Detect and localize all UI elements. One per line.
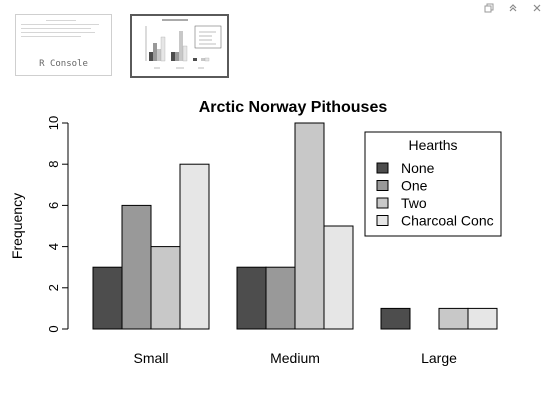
r-console-thumbnail[interactable]: R Console [15, 14, 112, 76]
y-tick-label: 0 [46, 325, 61, 332]
legend-title: Hearths [408, 137, 457, 153]
copy-icon[interactable] [483, 2, 495, 14]
y-axis-label: Frequency [9, 193, 25, 259]
legend-swatch [376, 180, 389, 191]
bar-small-none [92, 266, 123, 330]
bar-small-two [150, 246, 181, 330]
bar-medium-charcoal-conc [323, 225, 354, 330]
bar-medium-two [294, 122, 325, 330]
y-tick-label: 6 [46, 202, 61, 209]
y-tick-label: 4 [46, 243, 61, 250]
bar-large-two [438, 307, 469, 330]
bar-large-none [380, 307, 411, 330]
legend-swatch [376, 215, 389, 226]
plot-thumbnail-preview [132, 16, 227, 76]
x-category-label: Medium [270, 350, 320, 366]
legend-label: Charcoal Conc [401, 213, 494, 229]
legend-label: One [401, 178, 428, 194]
legend-box [364, 131, 502, 237]
y-tick-label: 10 [46, 116, 61, 130]
bar-small-charcoal-conc [179, 163, 210, 330]
bar-medium-one [265, 266, 296, 330]
r-console-label: R Console [39, 59, 88, 69]
legend-label: Two [401, 195, 427, 211]
bar-small-one [121, 204, 152, 330]
y-tick-label: 2 [46, 284, 61, 291]
bar-medium-none [236, 266, 267, 330]
legend-swatch [376, 197, 389, 209]
legend-label: None [401, 160, 435, 176]
close-icon[interactable] [531, 2, 543, 14]
bar-group [92, 122, 498, 330]
legend-swatch [376, 162, 389, 174]
bar-large-charcoal-conc [467, 307, 498, 330]
chevron-up-icon[interactable] [507, 2, 519, 14]
x-axis-labels: Small Medium Large [133, 350, 457, 366]
y-axis: 0 2 4 6 8 10 [46, 116, 69, 333]
chart-title: Arctic Norway Pithouses [199, 99, 388, 116]
plot-window-toolbar [483, 2, 543, 14]
y-tick-label: 8 [46, 161, 61, 168]
x-category-label: Large [421, 350, 457, 366]
plot-thumbnail[interactable] [130, 14, 229, 78]
x-category-label: Small [133, 350, 168, 366]
